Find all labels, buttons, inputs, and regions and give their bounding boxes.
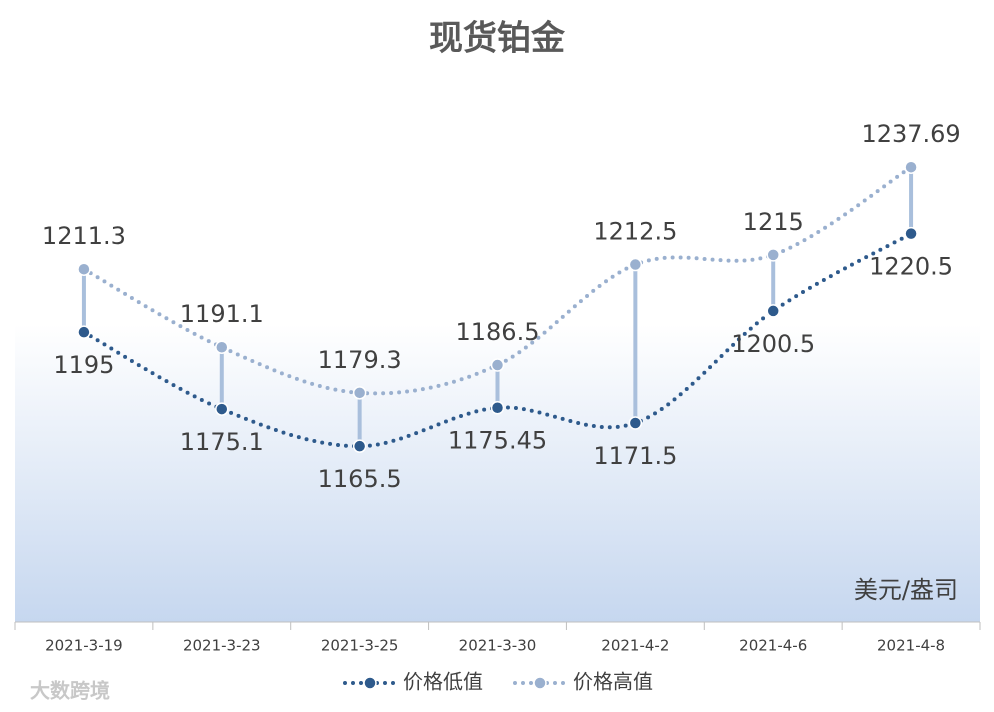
x-tick-label: 2021-3-25 — [321, 637, 399, 655]
data-label: 1165.5 — [318, 465, 402, 493]
x-tick-label: 2021-3-19 — [45, 637, 123, 655]
data-label: 1211.3 — [42, 222, 126, 250]
data-point — [215, 402, 229, 416]
x-tick-label: 2021-4-8 — [877, 637, 945, 655]
data-point — [77, 262, 91, 276]
data-label: 1237.69 — [861, 120, 960, 148]
data-point — [628, 416, 643, 430]
legend-label: 价格低值 — [403, 670, 483, 694]
chart-title: 现货铂金 — [429, 19, 566, 59]
x-tick-label: 2021-3-23 — [183, 637, 261, 655]
data-point — [490, 400, 505, 415]
data-point — [352, 439, 367, 453]
data-label: 1212.5 — [593, 218, 677, 246]
plot-background — [15, 81, 980, 622]
legend-label: 价格高值 — [573, 670, 653, 694]
unit-label: 美元/盎司 — [854, 576, 958, 604]
data-point — [490, 358, 505, 372]
data-label: 1195 — [53, 351, 114, 379]
x-tick-label: 2021-4-6 — [739, 637, 807, 655]
data-label: 1175.1 — [180, 428, 264, 456]
data-point — [904, 160, 918, 174]
data-point — [628, 257, 643, 272]
data-point — [766, 304, 780, 318]
data-point — [352, 386, 367, 400]
watermark: 大数跨境 — [30, 679, 110, 703]
data-label: 1186.5 — [456, 318, 540, 346]
data-label: 1191.1 — [180, 300, 264, 328]
legend-marker — [363, 676, 377, 690]
data-point — [904, 226, 918, 241]
x-tick-label: 2021-4-2 — [601, 637, 669, 655]
data-label: 1171.5 — [593, 442, 677, 470]
legend-marker — [533, 676, 547, 690]
data-label: 1179.3 — [318, 346, 402, 374]
data-point — [77, 325, 91, 339]
data-point — [766, 248, 780, 262]
x-tick-label: 2021-3-30 — [459, 637, 537, 655]
data-label: 1175.45 — [448, 427, 547, 455]
data-label: 1200.5 — [731, 330, 815, 358]
data-label: 1215 — [743, 208, 804, 236]
data-label: 1220.5 — [869, 253, 953, 281]
data-point — [215, 340, 229, 354]
